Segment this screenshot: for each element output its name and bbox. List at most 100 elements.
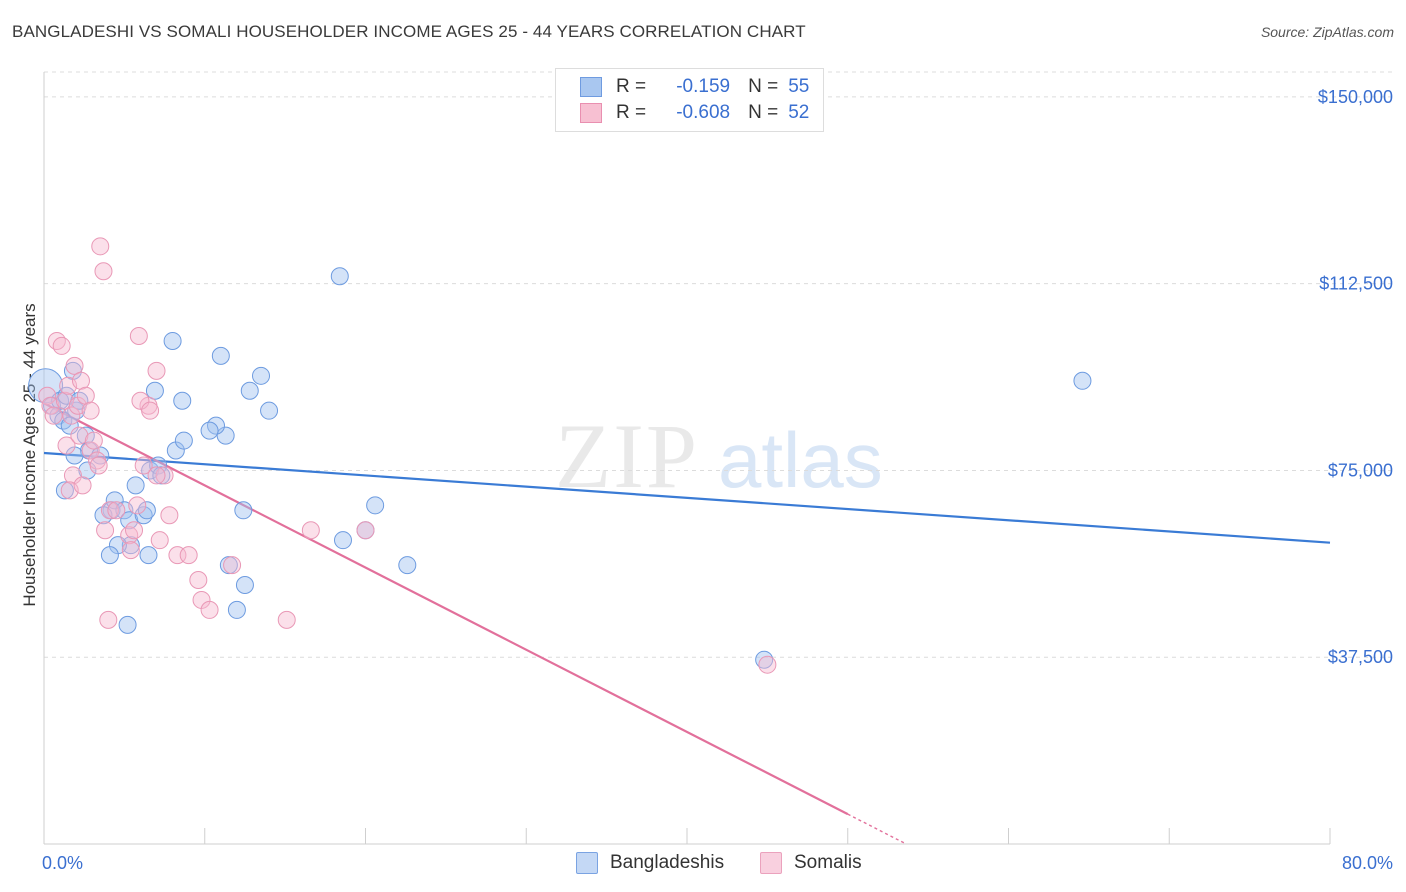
legend-r-value: -0.159 [676,76,731,97]
somali-point [277,610,296,629]
bangladeshi-point [216,426,235,445]
somali-point [200,600,219,619]
bangladeshi-point [139,546,158,565]
watermark-atlas: atlas [718,416,883,504]
somali-point [73,476,92,495]
bangladeshi-point [240,381,259,400]
somali-point [89,456,108,475]
somali-point [301,521,320,540]
bangladeshi-point [234,501,253,520]
series-legend: Bangladeshis Somalis [0,852,1406,876]
somali-point [65,356,84,375]
legend-swatch-somali [580,103,602,123]
legend-row-somali: R = -0.608 N = 52 [580,101,809,125]
bangladeshi-point [398,556,417,575]
bangladeshi-point [252,366,271,385]
bangladeshi-point [100,546,119,565]
y-tick-label: $75,000 [1328,460,1393,480]
legend-n-value: 52 [788,102,810,123]
somali-point [100,501,119,520]
legend-swatch-bangladeshi [580,77,602,97]
somali-point [121,541,140,560]
legend-item-bangladeshis[interactable]: Bangladeshis [576,852,724,874]
somali-point [179,546,198,565]
somali-point [70,426,89,445]
legend-r-label: R = [616,76,647,97]
bangladeshi-point [55,481,74,500]
somali-point [62,406,81,425]
bangladeshi-point [118,615,137,634]
somali-point [41,396,60,415]
somali-point [134,456,153,475]
axes [43,72,1331,845]
bangladeshi-point [145,381,164,400]
somali-point [356,521,375,540]
trend-line-somali [43,402,849,816]
somali-point [128,496,147,515]
y-tick-label: $112,500 [1319,274,1393,294]
y-tick-label: $150,000 [1318,87,1393,107]
bangladeshi-point [227,600,246,619]
legend-n-value: 55 [788,76,810,97]
somali-point [81,401,100,420]
y-tick-label: $37,500 [1328,647,1393,667]
trend-line-somali-extension [847,813,905,844]
legend-item-somalis[interactable]: Somalis [760,852,862,874]
somali-point [91,237,110,256]
somali-point [63,466,82,485]
bangladeshi-point [134,506,153,525]
bangladeshi-point [137,501,156,520]
somali-point [129,326,148,345]
somali-point [160,506,179,525]
somali-point [57,436,76,455]
bangladeshi-point [260,401,279,420]
bangladeshi-point [333,531,352,550]
bangladeshi-point [200,421,219,440]
bangladeshi-point [755,650,774,669]
bangladeshi-point [330,267,349,286]
bangladeshi-point [120,511,139,530]
x-tick-label: 80.0% [1342,853,1393,873]
somali-point [125,521,144,540]
bangladeshi-point [173,391,192,410]
legend-n-label: N = [748,76,779,97]
source-label: Source: ZipAtlas.com [1260,24,1394,40]
somali-point [94,262,113,281]
legend-n-label: N = [748,102,779,123]
somali-point [52,336,71,355]
somali-point [131,391,150,410]
somali-point [141,401,160,420]
somali-point [47,331,66,350]
bangladeshi-point [1073,371,1092,390]
somali-point [120,526,139,545]
x-tick-label: 0.0% [42,853,83,873]
somali-point [99,610,118,629]
somali-point [147,466,166,485]
correlation-legend: R = -0.159 N = 55 R = -0.608 N = 52 [555,68,824,132]
somali-point [76,386,95,405]
somali-point [71,371,90,390]
somali-point [38,386,57,405]
bangladeshi-point [174,431,193,450]
tick-labels: $37,500 $75,000 $112,500 $150,000 0.0% 80.0% [42,87,1393,873]
legend-r-value: -0.608 [676,102,731,123]
somali-point [84,431,103,450]
bangladeshi-point [366,496,385,515]
data-points [28,237,1092,674]
somali-point [44,406,63,425]
somali-point [81,441,100,460]
trend-lines [43,402,1331,844]
somali-point [150,531,169,550]
bangladeshi-point [126,476,145,495]
legend-r-label: R = [616,102,647,123]
somali-point [96,521,115,540]
watermark-zip: ZIP [555,405,699,507]
legend-swatch-somalis [760,852,782,874]
chart-title: BANGLADESHI VS SOMALI HOUSEHOLDER INCOME… [12,22,806,41]
somali-point [147,361,166,380]
legend-label-somalis: Somalis [794,852,862,873]
legend-swatch-bangladeshis [576,852,598,874]
somali-point [107,501,126,520]
somali-point [758,655,777,674]
